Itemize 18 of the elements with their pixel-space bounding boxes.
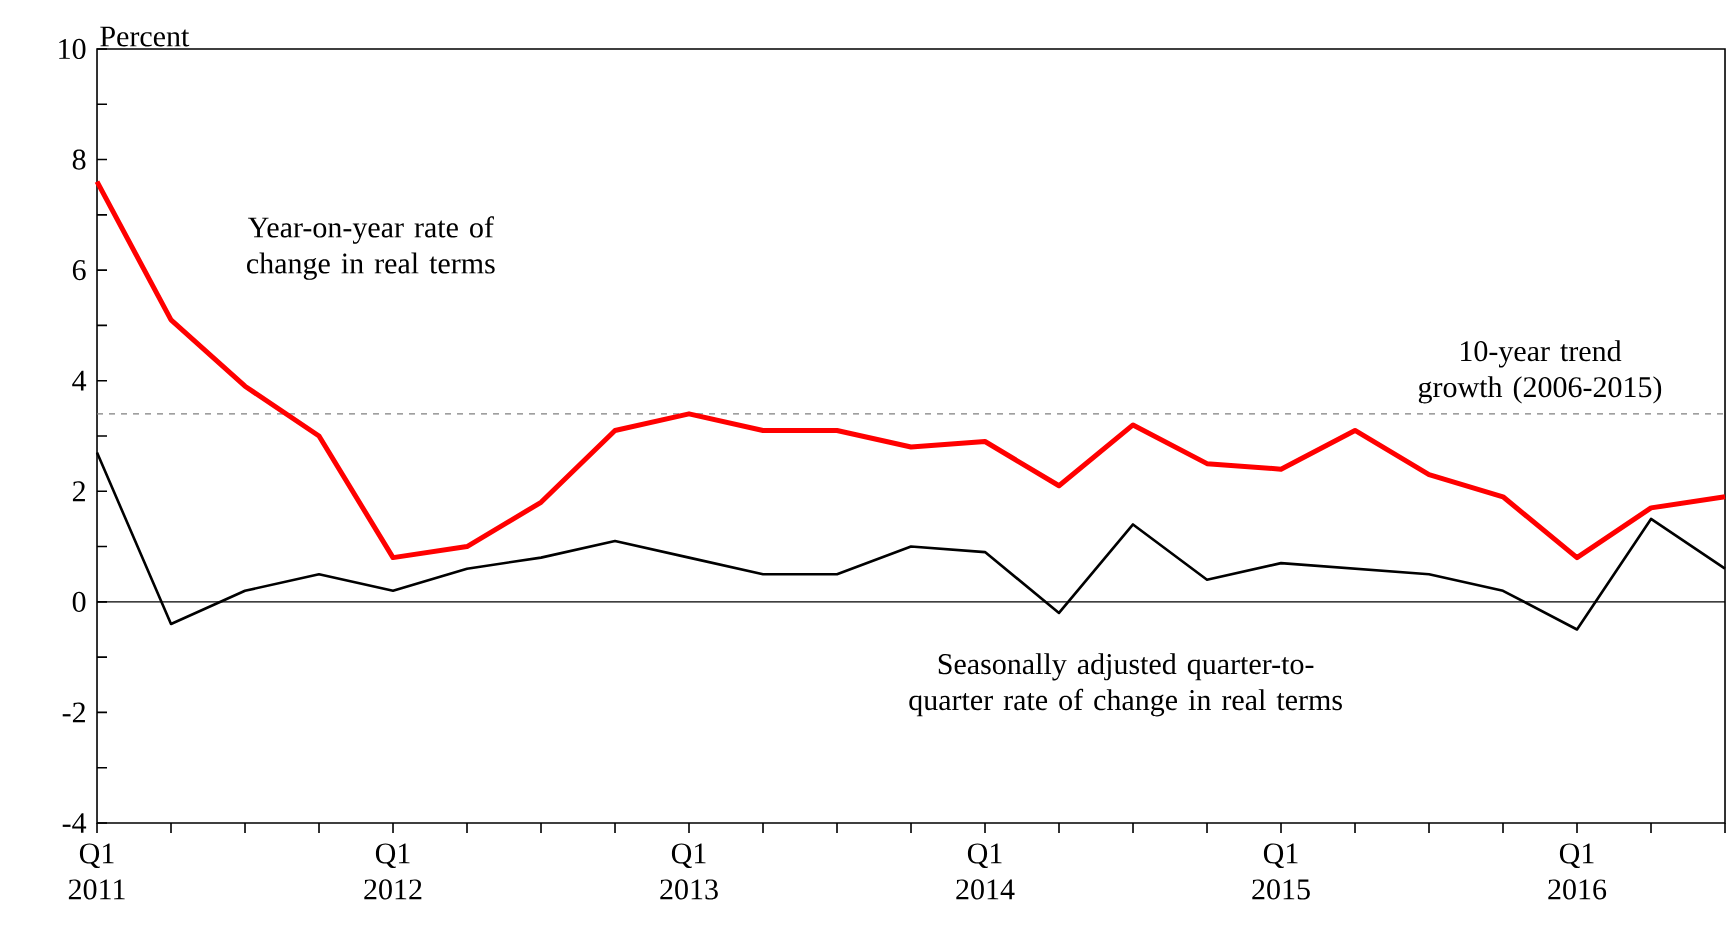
y-axis-title: Percent [100,26,190,47]
text: Seasonally adjusted quarter-to-quarter rate of change in real terms [909,653,1342,717]
y-tick-label: 10 [59,38,86,60]
y-tick-label: 2 [72,481,85,502]
x-tick-label: Q1 2016 [1548,843,1607,900]
y-tick-label: 6 [72,260,86,281]
y-tick-label: 0 [72,591,86,612]
x-tick-label: Q1 2015 [1252,843,1310,900]
x-tick-label: Q1 2013 [660,843,718,900]
text: Year-on-year rate of change in real terms [246,216,495,280]
y-tick-label: -4 [62,813,87,833]
y-tick-label: 4 [72,370,87,391]
ref-line-label: 10-year trend growth (2006-2015) [1418,340,1662,404]
y-tick-label: 8 [72,149,86,170]
x-tick-label: Q1 2014 [956,843,1015,900]
y-tick-label: -2 [62,702,85,723]
x-tick-label: Q1 2012 [364,843,422,900]
x-tick-label: Q1 2011 [68,843,125,900]
